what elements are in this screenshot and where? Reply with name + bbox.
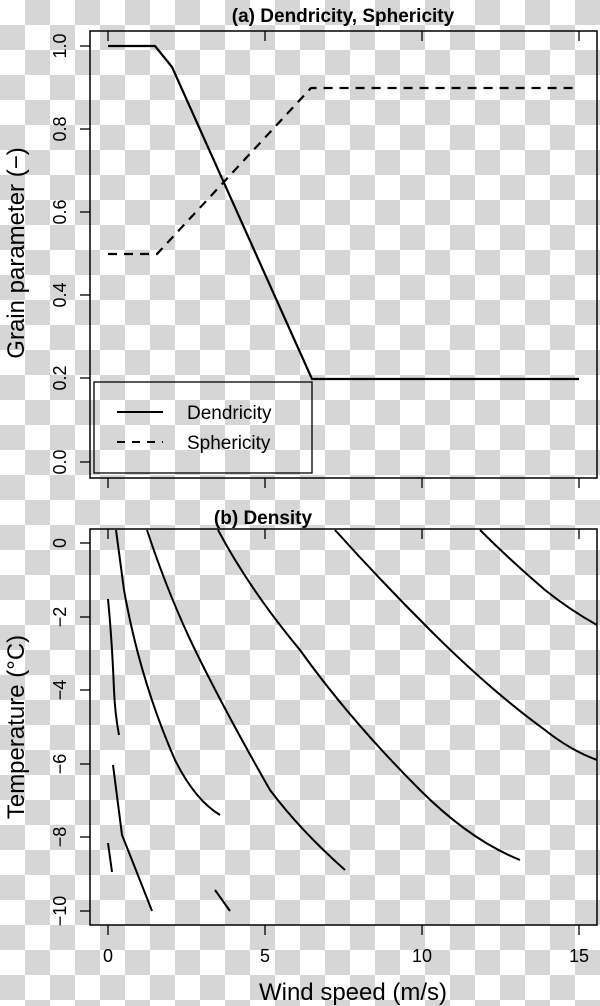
panel-b-top-ticks (107, 529, 580, 539)
dendricity-line (108, 44, 579, 381)
contour-100 (146, 529, 346, 871)
panel-b-title: (b) Density (214, 508, 313, 529)
legend-label-dendricity: Dendricity (187, 403, 272, 424)
panel-a-ytick-label: 0.2 (50, 365, 70, 390)
contour-80 (112, 764, 153, 912)
panel-b-xtick-label: 5 (260, 946, 270, 966)
contour-60 (107, 842, 113, 873)
panel-a-legend: Dendricity Sphericity (93, 381, 313, 474)
contour-140 (334, 529, 598, 761)
panel-b-y-axis-label: Temperature (°C) (3, 635, 30, 819)
contour-120 (217, 529, 521, 861)
panel-b-x-axis-label: Wind speed (m/s) (259, 979, 447, 1006)
panel-b-bottom-ticks (107, 925, 580, 935)
panel-a-ytick-label: 0.0 (50, 449, 70, 474)
panel-b-ytick-label: −6 (50, 754, 70, 775)
contour-90 (115, 529, 221, 816)
sphericity-line (108, 86, 579, 256)
panel-a-y-ticks (80, 45, 90, 463)
panel-b-y-ticks (80, 542, 90, 912)
panel-b: (b) Density 0 −2 −4 −6 −8 −10 Temperatur… (3, 508, 598, 1006)
panel-b-ytick-label: −10 (50, 896, 70, 927)
panel-b-ytick-label: 0 (50, 538, 70, 548)
panel-b-ytick-label: −2 (50, 607, 70, 628)
panel-a-title: (a) Dendricity, Sphericity (232, 6, 455, 27)
contour-160 (479, 529, 598, 626)
panel-b-xtick-label: 0 (103, 946, 113, 966)
panel-b-xtick-label: 15 (569, 946, 589, 966)
contour-80 (107, 598, 120, 736)
panel-a-ytick-label: 0.8 (50, 116, 70, 141)
panel-a-bottom-ticks (107, 478, 580, 488)
panel-b-xtick-label: 10 (412, 946, 432, 966)
panel-a-top-ticks (107, 31, 580, 41)
contour-100 (214, 889, 231, 912)
panel-b-ytick-label: −4 (50, 680, 70, 701)
panel-a-ytick-label: 1.0 (50, 33, 70, 58)
panel-a-ytick-label: 0.6 (50, 199, 70, 224)
panel-b-ytick-label: −8 (50, 827, 70, 848)
legend-label-sphericity: Sphericity (187, 433, 271, 454)
panel-a-y-axis-label: Grain parameter (−) (3, 147, 30, 358)
panel-a: (a) Dendricity, Sphericity 0.0 0.2 0.4 0… (3, 6, 598, 488)
panel-a-ytick-label: 0.4 (50, 282, 70, 307)
density-contours (107, 529, 598, 912)
panel-a-frame (89, 30, 598, 479)
panel-b-frame (89, 528, 598, 926)
